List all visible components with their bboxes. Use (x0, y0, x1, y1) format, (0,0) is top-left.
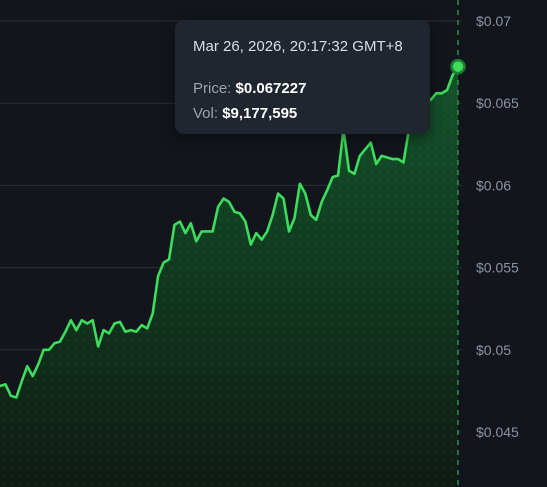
hover-point-marker (450, 58, 466, 75)
tooltip-timestamp: Mar 26, 2026, 20:17:32 GMT+8 (193, 38, 403, 55)
price-tooltip: Mar 26, 2026, 20:17:32 GMT+8 Price: $0.0… (175, 20, 430, 134)
price-line (0, 65, 460, 399)
y-tick-label: $0.07 (476, 13, 511, 29)
tooltip-price-row: Price: $0.067227 (193, 76, 412, 101)
tooltip-price-label: Price: (193, 80, 232, 97)
y-tick-label: $0.045 (476, 424, 519, 440)
y-tick-label: $0.065 (476, 95, 519, 111)
y-tick-label: $0.055 (476, 260, 519, 276)
tooltip-price-value: $0.067227 (235, 80, 307, 97)
tooltip-vol-value: $9,177,595 (222, 105, 298, 122)
y-tick-label: $0.06 (476, 177, 511, 193)
y-tick-label: $0.05 (476, 342, 511, 358)
y-axis-ticks: $0.07 $0.065 $0.06 $0.055 $0.05 $0.045 (476, 13, 519, 440)
tooltip-vol-label: Vol: (193, 105, 219, 122)
tooltip-vol-row: Vol: $9,177,595 (193, 101, 412, 126)
price-area-dots (0, 67, 458, 487)
